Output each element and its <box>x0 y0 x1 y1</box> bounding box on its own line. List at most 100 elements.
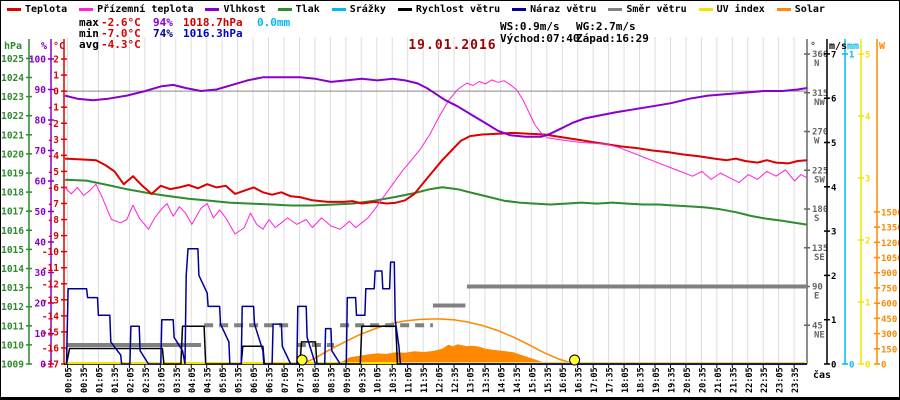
time-label: 15:35 <box>544 367 554 393</box>
stat-max-temp: -2.6°C <box>101 16 141 29</box>
wind-gust-max: WG:2.7m/s <box>576 20 636 33</box>
axis-tick-label: W <box>814 137 820 147</box>
axis-tick-label: E <box>814 292 819 302</box>
axis-tick-label: 750 <box>881 284 897 294</box>
axis-tick-label: 1015 <box>1 245 24 256</box>
time-label: 06:35 <box>266 367 276 393</box>
axis-tick-label: 20 <box>35 299 47 310</box>
axis-tick-label: 3 <box>831 228 836 238</box>
axis-tick-label: SW <box>814 175 825 185</box>
time-label: 04:35 <box>204 367 214 393</box>
time-label: 07:35 <box>296 367 306 393</box>
legend-swatch <box>79 7 94 11</box>
legend-item-9: Solar <box>776 4 825 15</box>
axis-tick-label: 0 <box>831 361 836 371</box>
axis-tick-label: 1350 <box>881 224 899 234</box>
legend-item-2: Vlhkost <box>205 4 266 15</box>
axis-tick-label: 5 <box>865 51 870 61</box>
time-label: 02:35 <box>142 367 152 393</box>
time-label: 17:05 <box>590 367 600 393</box>
time-label: 09:05 <box>343 367 353 393</box>
axis-tick-label: 1019 <box>1 169 24 180</box>
axis-tick-label: N <box>814 59 819 69</box>
time-label: 22:35 <box>760 367 770 393</box>
axis-tick-label: NW <box>814 98 825 108</box>
axis-tick-label: -12 <box>42 279 59 290</box>
axis-tick-label: -13 <box>42 295 59 306</box>
unit-solar: W <box>879 41 886 52</box>
axis-tick-label: 1021 <box>1 130 24 141</box>
time-label: 07:05 <box>281 367 291 393</box>
time-label: 09:35 <box>358 367 368 393</box>
unit-rain: mm <box>847 41 860 52</box>
sunrise-time: Východ:07:40 <box>500 32 580 45</box>
legend-item-3: Tlak <box>277 4 320 15</box>
axis-tick-label: 0 <box>849 361 854 371</box>
stat-max-pressure: 1018.7hPa <box>183 16 243 29</box>
axis-tick-label: -8 <box>48 215 60 226</box>
axis-tick-label: 2 <box>865 237 870 247</box>
axis-tick-label: 1050 <box>881 254 899 264</box>
axis-tick-label: 2 <box>831 272 836 282</box>
series-humidity <box>64 76 808 138</box>
axis-tick-label: 1500 <box>881 208 899 218</box>
time-label: 16:35 <box>575 367 585 393</box>
axis-tick-label: 4 <box>865 113 871 123</box>
stat-min-temp: -7.0°C <box>101 27 141 40</box>
stat-avg-label: avg <box>79 38 99 51</box>
legend-swatch <box>397 7 412 11</box>
axis-tick-label: -7 <box>48 199 59 210</box>
time-label: 05:05 <box>219 367 229 393</box>
legend-swatch <box>512 7 527 11</box>
axis-tick-label: 50 <box>35 207 47 218</box>
axis-tick-label: 5 <box>831 139 836 149</box>
legend-swatch <box>608 7 623 11</box>
legend-swatch <box>698 7 713 11</box>
axis-tick-label: 600 <box>881 300 897 310</box>
axis-tick-label: 40 <box>35 238 47 249</box>
legend-swatch <box>331 7 346 11</box>
time-label: 21:35 <box>729 367 739 393</box>
time-label: 10:35 <box>389 367 399 393</box>
axis-tick-label: 315 <box>812 89 828 99</box>
time-label: 18:05 <box>621 367 631 393</box>
axis-tick-label: -15 <box>42 327 59 338</box>
axis-tick-label: 2 <box>53 55 59 66</box>
time-label: 22:05 <box>745 367 755 393</box>
time-label: 00:35 <box>80 367 90 393</box>
time-label: 13:35 <box>482 367 492 393</box>
axis-tick-label: -11 <box>42 263 59 274</box>
chart-title-date: 19.01.2016 <box>408 38 497 53</box>
time-label: 15:05 <box>528 367 538 393</box>
axis-tick-label: 1018 <box>1 188 24 199</box>
unit-humidity: % <box>41 41 48 52</box>
time-label: 08:35 <box>327 367 337 393</box>
time-label: 06:05 <box>250 367 260 393</box>
time-label: 01:35 <box>111 367 121 393</box>
axis-tick-label: 90 <box>35 85 47 96</box>
axis-tick-label: 1013 <box>1 283 24 294</box>
axis-tick-label: 0 <box>881 361 886 371</box>
unit-direction: ° <box>810 41 817 52</box>
legend-item-5: Rychlost větru <box>397 4 500 15</box>
axis-tick-label: -6 <box>48 183 60 194</box>
axis-tick-label: 1014 <box>1 264 24 275</box>
series-ground-temperature <box>64 79 808 235</box>
legend-item-0: Teplota <box>7 4 67 15</box>
axis-tick-label: 1 <box>53 71 59 82</box>
stat-min-label: min <box>79 27 99 40</box>
axis-tick-label: 1200 <box>881 239 899 249</box>
series-solar-measured <box>333 344 548 364</box>
stat-rain-total: 0.0mm <box>257 16 291 29</box>
stat-avg-temp: -4.3°C <box>101 38 141 51</box>
series-wind-gust <box>65 248 807 365</box>
series-wind-speed <box>65 325 807 365</box>
axis-tick-label: 1 <box>849 51 854 61</box>
axis-tick-label: 135 <box>812 244 828 254</box>
axis-tick-label: 360 <box>812 50 828 60</box>
legend-item-7: Směr větru <box>608 4 687 15</box>
wind-speed-avg: WS:0.9m/s <box>500 20 560 33</box>
axis-tick-label: 1023 <box>1 92 24 103</box>
